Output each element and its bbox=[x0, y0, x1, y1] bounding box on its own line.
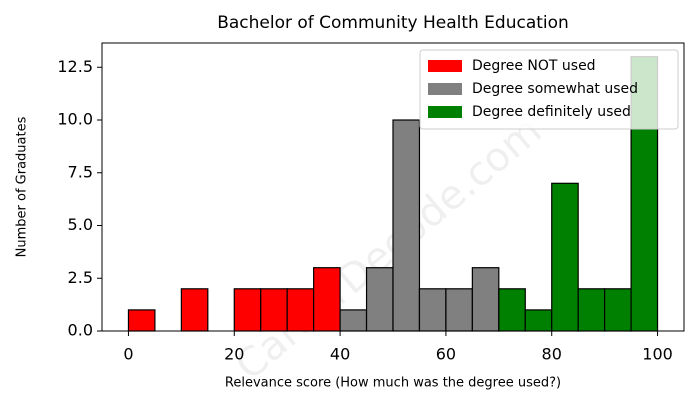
y-tick-label: 2.5 bbox=[68, 268, 93, 287]
bar bbox=[260, 288, 288, 332]
bar bbox=[577, 288, 606, 332]
x-axis-label: Relevance score (How much was the degree… bbox=[225, 376, 561, 391]
bar bbox=[127, 309, 156, 332]
legend-label: Degree definitely used bbox=[472, 104, 631, 120]
x-tick-label: 60 bbox=[436, 345, 456, 364]
bar bbox=[313, 267, 341, 332]
legend-swatch bbox=[428, 83, 462, 95]
legend-label: Degree NOT used bbox=[472, 58, 596, 74]
x-tick-label: 0 bbox=[123, 345, 133, 364]
bar bbox=[392, 119, 421, 332]
y-tick-label: 12.5 bbox=[57, 57, 93, 76]
bar bbox=[551, 182, 579, 332]
legend-swatch bbox=[428, 106, 462, 118]
bar bbox=[471, 267, 500, 332]
bar bbox=[604, 288, 632, 332]
bar bbox=[418, 288, 447, 332]
y-tick-label: 10.0 bbox=[57, 110, 93, 129]
plot-frame bbox=[101, 42, 685, 332]
y-tick-label: 0.0 bbox=[68, 321, 93, 340]
y-tick-label: 5.0 bbox=[68, 215, 93, 234]
legend-swatch bbox=[428, 60, 462, 72]
legend-box bbox=[419, 49, 679, 130]
bar bbox=[286, 288, 315, 332]
watermark: CareerDecode.com bbox=[227, 108, 551, 390]
bar bbox=[365, 267, 394, 332]
bar bbox=[339, 309, 368, 332]
chart-title: Bachelor of Community Health Education bbox=[217, 13, 569, 33]
x-tick-label: 40 bbox=[330, 345, 350, 364]
x-tick-label: 80 bbox=[542, 345, 562, 364]
bar bbox=[233, 288, 262, 332]
x-tick-label: 100 bbox=[642, 345, 673, 364]
bar bbox=[180, 288, 209, 332]
bar bbox=[445, 288, 473, 332]
x-tick-label: 20 bbox=[224, 345, 244, 364]
y-axis-label: Number of Graduates bbox=[15, 116, 30, 257]
bar bbox=[498, 288, 526, 332]
legend-label: Degree somewhat used bbox=[472, 81, 638, 97]
y-tick-label: 7.5 bbox=[68, 162, 93, 181]
bar bbox=[524, 309, 553, 332]
